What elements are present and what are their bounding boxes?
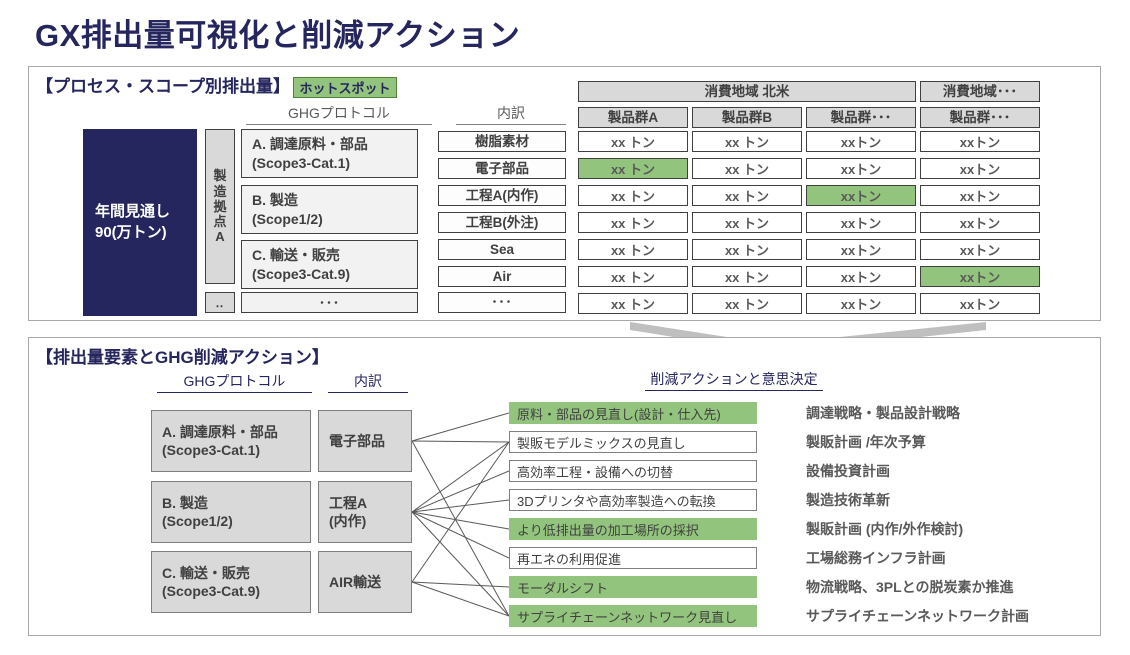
product-group-header: 製品群･･･ [920,107,1040,128]
emission-cell: xxトン [806,212,916,233]
emission-cell: xx トン [692,266,802,287]
emission-cell: xx トン [578,131,688,152]
section1-ghg-column-label: GHGプロトコル [246,103,432,125]
decision-label: 製販計画 /年次予算 [806,434,926,450]
hotspot-badge: ホットスポット [293,77,397,98]
emission-cell: xx トン [578,266,688,287]
emission-cell: xx トン [578,212,688,233]
region-header: 消費地域 北米 [578,81,916,102]
emission-cell: xxトン [806,131,916,152]
action-box: 3Dプリンタや高効率製造への転換 [509,489,757,511]
breakdown-box: AIR輸送 [318,551,412,613]
decision-label: 製造技術革新 [806,492,890,508]
emission-cell: xx トン [578,293,688,314]
breakdown-box: 電子部品 [438,158,566,179]
product-group-header: 製品群B [692,107,802,128]
decision-label: 調達戦略・製品設計戦略 [806,405,960,421]
action-box: 製販モデルミックスの見直し [509,431,757,453]
ghg-protocol-box: C. 輸送・販売 (Scope3-Cat.9) [241,240,418,289]
emission-cell-hotspot: xxトン [806,185,916,206]
emission-cell: xxトン [920,212,1040,233]
breakdown-box: 樹脂素材 [438,131,566,152]
emission-cell: xx トン [578,185,688,206]
emission-cell: xxトン [806,239,916,260]
emission-cell-hotspot: xx トン [578,158,688,179]
decision-label: 製販計画 (内作/外作検討) [806,521,964,537]
section2-ghg-column-label: GHGプロトコル [157,371,312,393]
action-box-hotspot: モーダルシフト [509,576,757,598]
site-more-box: ‥ [205,292,235,313]
emission-cell: xxトン [806,158,916,179]
action-box: 高効率工程・設備への切替 [509,460,757,482]
breakdown-box: 工程A(内作) [438,185,566,206]
region-header: 消費地域･･･ [920,81,1040,102]
emission-cell: xx トン [692,293,802,314]
section1-heading: 【プロセス・スコープ別排出量】 [36,77,290,96]
annual-forecast-box: 年間見通し 90(万トン) [83,129,197,316]
process-scope-panel: 【プロセス・スコープ別排出量】 ホットスポット GHGプロトコル 内訳 年間見通… [28,66,1101,321]
annual-forecast-line2: 90(万トン) [95,223,167,241]
emission-cell: xxトン [920,293,1040,314]
emission-cell: xxトン [806,293,916,314]
actions-panel: 【排出量要素とGHG削減アクション】 GHGプロトコル 内訳 削減アクションと意… [28,337,1101,636]
emission-cell: xx トン [578,239,688,260]
emission-cell: xxトン [806,266,916,287]
action-box-hotspot: より低排出量の加工場所の採択 [509,518,757,540]
emission-cell: xx トン [692,239,802,260]
breakdown-box: 電子部品 [318,410,412,472]
decision-label: 工場総務インフラ計画 [806,550,946,566]
breakdown-box: Sea [438,239,566,260]
decision-label: 物流戦略、3PLとの脱炭素か推進 [806,579,1014,595]
emission-cell: xx トン [692,131,802,152]
ghg-protocol-box: B. 製造 (Scope1/2) [241,185,418,234]
action-box-hotspot: サプライチェーンネットワーク見直し [509,605,757,627]
breakdown-box: 工程B(外注) [438,212,566,233]
emission-cell: xx トン [692,185,802,206]
annual-forecast-line1: 年間見通し [95,203,171,221]
emission-cell: xxトン [920,239,1040,260]
product-group-header: 製品群･･･ [806,107,916,128]
section1-breakdown-more-box: ･･･ [438,292,566,313]
action-box: 再エネの利用促進 [509,547,757,569]
breakdown-box: 工程A(内作) [318,481,412,543]
emission-cell: xxトン [920,131,1040,152]
emission-cell: xx トン [692,158,802,179]
breakdown-box: Air [438,266,566,287]
actions-column-label: 削減アクションと意思決定 [645,369,823,391]
section1-ghg-more-box: ･･･ [241,292,418,313]
ghg-protocol-box: A. 調達原料・部品 (Scope3-Cat.1) [151,410,311,472]
decision-label: サプライチェーンネットワーク計画 [806,608,1030,624]
page-title: GX排出量可視化と削減アクション [35,18,521,53]
section2-heading: 【排出量要素とGHG削減アクション】 [36,348,329,367]
emission-cell: xxトン [920,185,1040,206]
section1-breakdown-column-label: 内訳 [456,103,566,125]
action-box-hotspot: 原料・部品の見直し(設計・仕入先) [509,402,757,424]
ghg-protocol-box: B. 製造 (Scope1/2) [151,481,311,543]
ghg-protocol-box: A. 調達原料・部品 (Scope3-Cat.1) [241,129,418,178]
product-group-header: 製品群A [578,107,688,128]
emission-cell-hotspot: xxトン [920,266,1040,287]
emission-cell: xx トン [692,212,802,233]
section2-breakdown-column-label: 内訳 [328,371,408,393]
decision-label: 設備投資計画 [806,463,890,479]
emission-cell: xxトン [920,158,1040,179]
ghg-protocol-box: C. 輸送・販売 (Scope3-Cat.9) [151,551,311,613]
